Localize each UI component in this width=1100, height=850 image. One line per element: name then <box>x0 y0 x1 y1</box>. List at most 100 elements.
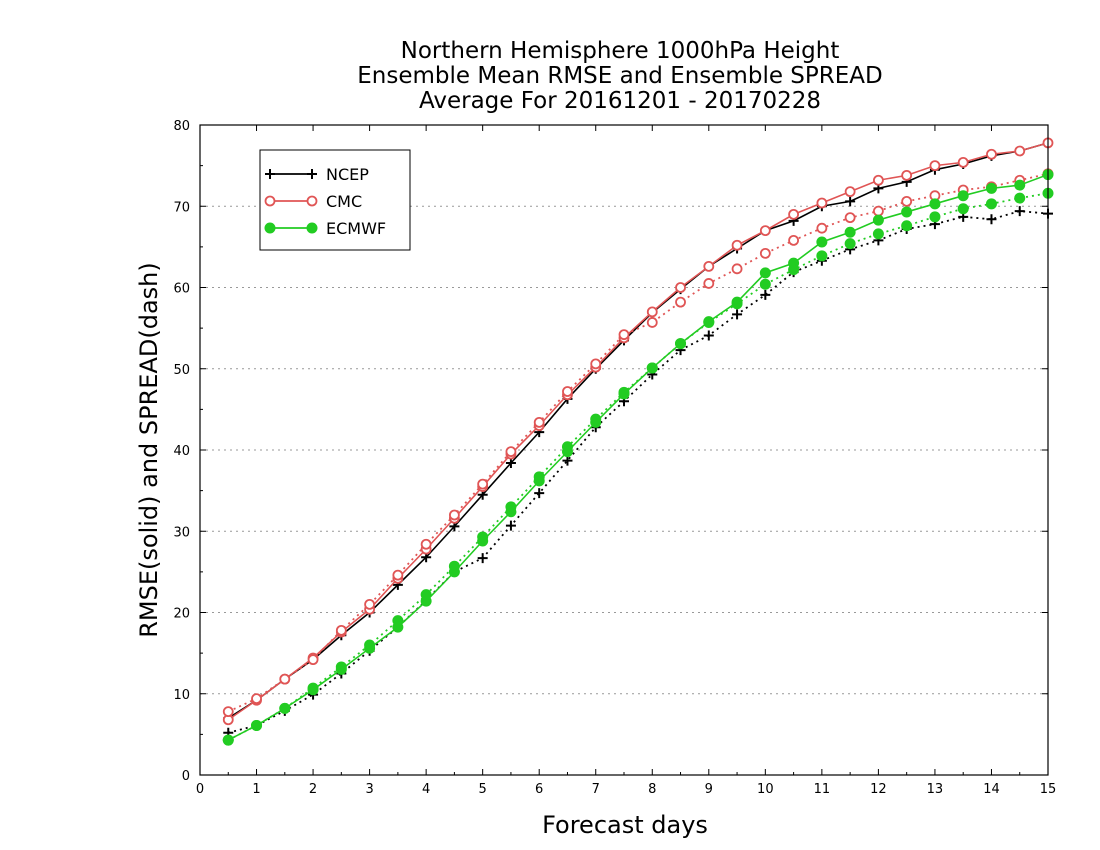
point-ecmwf-rmse <box>985 182 997 194</box>
legend-swatch-marker <box>306 222 318 234</box>
point-ecmwf-rmse <box>901 206 913 218</box>
point-ecmwf-rmse <box>759 267 771 279</box>
x-tick-label: 14 <box>983 782 1000 797</box>
y-tick-label: 10 <box>173 688 190 703</box>
y-tick-label: 40 <box>173 444 190 459</box>
x-tick-label: 4 <box>422 782 430 797</box>
series-layer <box>222 137 1054 746</box>
point-ecmwf-spread <box>335 661 347 673</box>
point-cmc-spread <box>901 195 913 207</box>
point-cmc-spread <box>788 234 799 246</box>
series-ecmwf-rmse <box>222 169 1054 746</box>
point-ncep-spread <box>1014 206 1025 217</box>
point-ncep-spread <box>760 289 771 300</box>
point-cmc-spread <box>675 296 686 308</box>
series-line-ncep-spread <box>228 210 1049 734</box>
title-line-1: Northern Hemisphere 1000hPa Height <box>401 38 840 64</box>
point-cmc-spread <box>392 569 404 581</box>
point-cmc-spread <box>477 478 489 490</box>
x-tick-label: 15 <box>1040 782 1057 797</box>
y-tick-label: 80 <box>173 119 190 134</box>
point-ncep-spread <box>505 520 516 531</box>
point-ecmwf-spread <box>872 228 884 240</box>
point-cmc-rmse <box>1014 145 1026 157</box>
point-ecmwf-spread <box>533 471 545 483</box>
point-ecmwf-spread <box>1014 192 1026 204</box>
point-ecmwf-spread <box>364 639 376 651</box>
x-tick-label: 0 <box>196 782 204 797</box>
point-cmc-spread <box>844 212 856 224</box>
point-ecmwf-spread <box>307 682 319 694</box>
point-cmc-rmse <box>901 169 913 181</box>
y-tick-label: 30 <box>173 525 190 540</box>
y-tick-label: 60 <box>173 282 190 297</box>
point-cmc-rmse <box>957 156 969 168</box>
y-tick-label: 50 <box>173 363 190 378</box>
point-ecmwf-spread <box>420 589 432 601</box>
point-ecmwf-spread <box>561 441 573 453</box>
point-ecmwf-spread <box>844 238 856 250</box>
point-ecmwf-rmse <box>872 214 884 226</box>
point-cmc-rmse <box>873 174 884 186</box>
point-cmc-spread <box>759 247 771 259</box>
x-tick-label: 10 <box>757 782 774 797</box>
x-tick-label: 1 <box>252 782 260 797</box>
grid-lines <box>200 205 1048 695</box>
point-ncep-rmse <box>505 458 516 468</box>
series-ncep-spread <box>223 206 1053 738</box>
point-ncep-spread <box>703 330 714 341</box>
point-cmc-spread <box>222 706 234 718</box>
point-cmc-rmse <box>844 186 856 198</box>
point-ecmwf-spread <box>901 220 913 232</box>
x-axis: 0 1 2 3 4 5 6 7 8 9 10 11 12 13 14 15 <box>196 125 1056 797</box>
legend-swatch-marker <box>307 169 317 179</box>
point-ecmwf-spread <box>731 298 743 310</box>
y-tick-label: 0 <box>182 769 190 784</box>
point-ncep-spread <box>562 455 573 466</box>
point-ecmwf-spread <box>957 203 969 215</box>
point-ecmwf-rmse <box>1014 179 1026 191</box>
point-ecmwf-spread <box>675 338 687 350</box>
point-cmc-spread <box>873 205 884 217</box>
legend-swatch-marker <box>306 195 318 207</box>
x-tick-label: 9 <box>705 782 713 797</box>
point-ecmwf-spread <box>279 702 291 714</box>
point-cmc-spread <box>279 673 291 685</box>
point-cmc-spread <box>533 416 545 428</box>
legend: NCEP CMC ECMWF <box>259 149 411 251</box>
point-cmc-spread <box>816 222 828 234</box>
point-cmc-spread <box>590 358 602 370</box>
point-cmc-rmse <box>788 208 799 220</box>
point-ecmwf-rmse <box>929 198 941 210</box>
x-tick-label: 12 <box>870 782 887 797</box>
x-tick-label: 8 <box>648 782 656 797</box>
point-cmc-spread <box>731 263 743 275</box>
y-axis: 0 10 20 30 40 50 60 70 80 <box>173 119 1048 784</box>
point-ecmwf-spread <box>618 386 630 398</box>
point-ecmwf-spread <box>477 531 489 543</box>
point-ecmwf-rmse <box>957 190 969 202</box>
point-cmc-spread <box>618 329 630 341</box>
point-ecmwf-spread <box>251 719 263 731</box>
series-line-ncep-rmse <box>227 142 1049 719</box>
point-ecmwf-spread <box>505 501 517 513</box>
point-ecmwf-spread <box>392 615 404 627</box>
legend-box <box>259 149 411 251</box>
point-ecmwf-spread <box>816 250 828 262</box>
point-cmc-rmse <box>929 160 941 172</box>
point-cmc-spread <box>505 446 517 458</box>
point-ecmwf-spread <box>448 560 460 572</box>
point-cmc-rmse <box>816 197 828 209</box>
point-ecmwf-spread <box>985 198 997 210</box>
series-line-ecmwf-spread <box>227 192 1049 741</box>
title-line-2: Ensemble Mean RMSE and Ensemble SPREAD <box>357 63 882 89</box>
point-cmc-spread <box>420 538 432 550</box>
point-cmc-rmse <box>675 282 686 293</box>
point-ncep-spread <box>477 553 488 564</box>
legend-swatch-marker <box>264 195 276 207</box>
point-cmc-spread <box>562 386 573 397</box>
point-ecmwf-spread <box>222 734 234 746</box>
point-cmc-spread <box>364 598 376 610</box>
point-cmc-spread <box>448 509 460 521</box>
point-cmc-spread <box>307 654 319 666</box>
